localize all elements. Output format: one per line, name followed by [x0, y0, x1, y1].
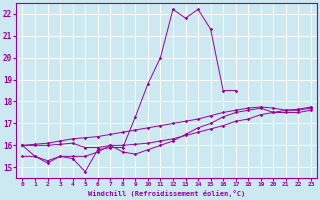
X-axis label: Windchill (Refroidissement éolien,°C): Windchill (Refroidissement éolien,°C) [88, 190, 245, 197]
